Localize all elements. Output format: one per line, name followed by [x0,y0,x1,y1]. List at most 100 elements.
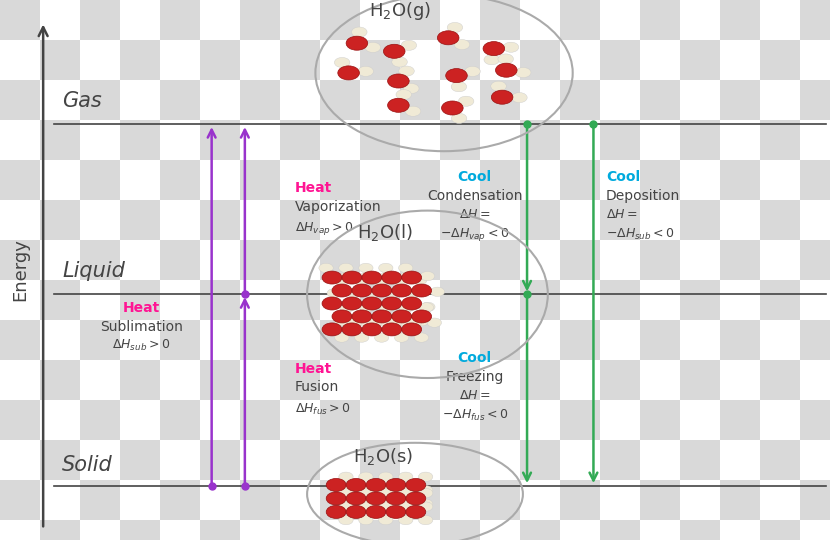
Bar [640,400,680,440]
Bar [480,400,520,440]
Bar [560,200,600,240]
Circle shape [346,478,366,491]
Circle shape [334,333,349,342]
Bar [240,40,280,80]
Bar [240,320,280,360]
Bar [40,440,80,480]
Circle shape [412,284,432,297]
Circle shape [354,316,369,326]
Bar [40,200,80,240]
Circle shape [398,515,413,525]
Bar [600,0,640,40]
Bar [40,40,80,80]
Bar [520,280,560,320]
Circle shape [418,488,432,498]
Circle shape [393,275,407,285]
Bar [640,320,680,360]
Bar [400,320,440,360]
Bar [680,160,720,200]
Circle shape [354,333,369,342]
Bar [240,400,280,440]
Bar [480,80,520,120]
Circle shape [405,106,421,116]
Bar [0,80,40,120]
Text: $\Delta H_{vap} > 0$: $\Delta H_{vap} > 0$ [295,220,354,237]
Bar [640,440,680,480]
Circle shape [399,303,413,312]
Bar [80,120,120,160]
Bar [40,0,80,40]
Bar [400,40,440,80]
Bar [800,240,830,280]
Bar [440,520,480,540]
Bar [360,0,400,40]
Circle shape [398,499,413,509]
Circle shape [360,272,375,281]
Bar [40,480,80,520]
Circle shape [378,264,393,273]
Bar [360,400,400,440]
Bar [0,400,40,440]
Bar [120,80,160,120]
Circle shape [380,272,395,281]
Bar [200,320,240,360]
Text: Vaporization: Vaporization [295,200,381,213]
Circle shape [322,297,342,310]
Circle shape [413,275,427,285]
Bar [400,400,440,440]
Circle shape [402,271,422,284]
Bar [200,200,240,240]
Bar [320,400,360,440]
Circle shape [406,492,426,505]
Circle shape [452,113,466,124]
Circle shape [382,271,402,284]
Bar [440,360,480,400]
Bar [320,0,360,40]
Bar [800,360,830,400]
Bar [560,320,600,360]
Circle shape [401,302,415,312]
Bar [200,360,240,400]
Bar [280,120,320,160]
Circle shape [410,287,425,296]
Circle shape [392,57,408,67]
Circle shape [334,57,350,68]
Text: H$_2$O(g): H$_2$O(g) [369,0,432,22]
Bar [240,480,280,520]
Circle shape [381,302,395,312]
Circle shape [378,499,393,509]
Bar [440,280,480,320]
Bar [200,80,240,120]
Bar [520,240,560,280]
Circle shape [327,288,341,298]
Bar [360,200,400,240]
Bar [760,360,800,400]
Bar [720,480,760,520]
Text: Freezing: Freezing [446,370,504,383]
Bar [320,120,360,160]
Bar [120,480,160,520]
Bar [720,160,760,200]
Circle shape [398,264,413,273]
Circle shape [353,275,367,285]
Circle shape [332,284,352,297]
Circle shape [383,44,405,58]
Circle shape [394,316,408,326]
Bar [200,240,240,280]
Circle shape [452,82,466,92]
Circle shape [362,271,382,284]
Bar [760,160,800,200]
Circle shape [339,499,353,509]
Circle shape [339,264,353,273]
Bar [320,280,360,320]
Bar [440,440,480,480]
Circle shape [458,96,474,106]
Bar [640,200,680,240]
Bar [160,280,200,320]
Bar [800,120,830,160]
Bar [240,160,280,200]
Bar [0,480,40,520]
Bar [800,320,830,360]
Bar [400,440,440,480]
Circle shape [388,98,409,112]
